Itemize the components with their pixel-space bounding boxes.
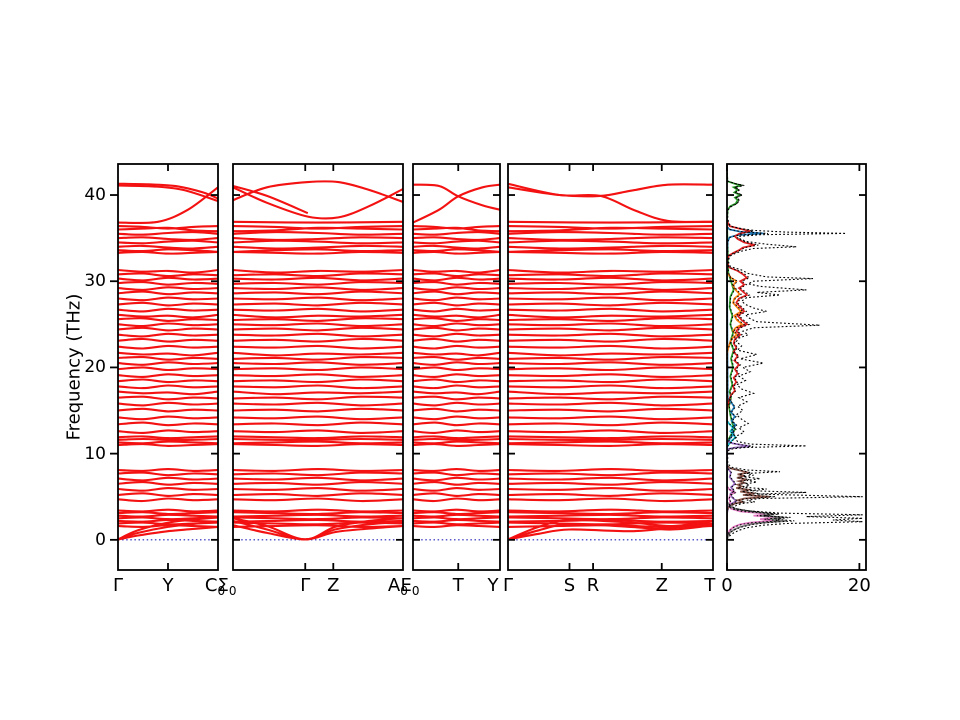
xtick-label-Y: Y (162, 575, 174, 596)
dos-curves (727, 169, 863, 540)
xtick-label-0: 0 (721, 575, 733, 596)
xtick-label-Z: Z (655, 575, 668, 596)
xtick-label-20: 20 (847, 575, 871, 596)
xtick-label-C0: C0 (204, 575, 226, 598)
xtick-label-Z: Z (327, 575, 340, 596)
dos-frame (726, 163, 867, 571)
dos-series-orange (727, 272, 744, 540)
ytick-label-20: 20 (84, 357, 106, 378)
xtick-label-Γ: Γ (300, 575, 311, 596)
xtick-label-T: T (452, 575, 464, 596)
ytick-label-40: 40 (84, 185, 106, 206)
xtick-label-S: S (563, 575, 576, 596)
band-panel-E0-T-Y-bands (413, 183, 500, 541)
xtick-label-R: R (586, 575, 600, 596)
band-panel-S0-G-Z-A0-bands (233, 180, 403, 541)
xtick-label-Y: Y (487, 575, 499, 596)
dos-series-purple (727, 439, 751, 540)
ytick-label-30: 30 (84, 271, 106, 292)
xtick-label-A0: A0 (387, 575, 408, 598)
dos-series-red (727, 220, 756, 540)
ytick-label-0: 0 (95, 529, 106, 550)
xtick-label-Γ: Γ (112, 575, 124, 596)
xtick-label-Σ0: Σ0 (217, 575, 237, 598)
band-panel-G-Y-C0-bands (118, 182, 218, 541)
xtick-label-E0: E0 (400, 575, 420, 598)
dos-total-dotted (727, 169, 863, 540)
band-panel-G-S-R-Z-T-bands (508, 182, 713, 541)
ytick-label-10: 10 (84, 443, 106, 464)
xtick-label-T: T (704, 575, 716, 596)
xtick-label-Γ: Γ (502, 575, 514, 596)
